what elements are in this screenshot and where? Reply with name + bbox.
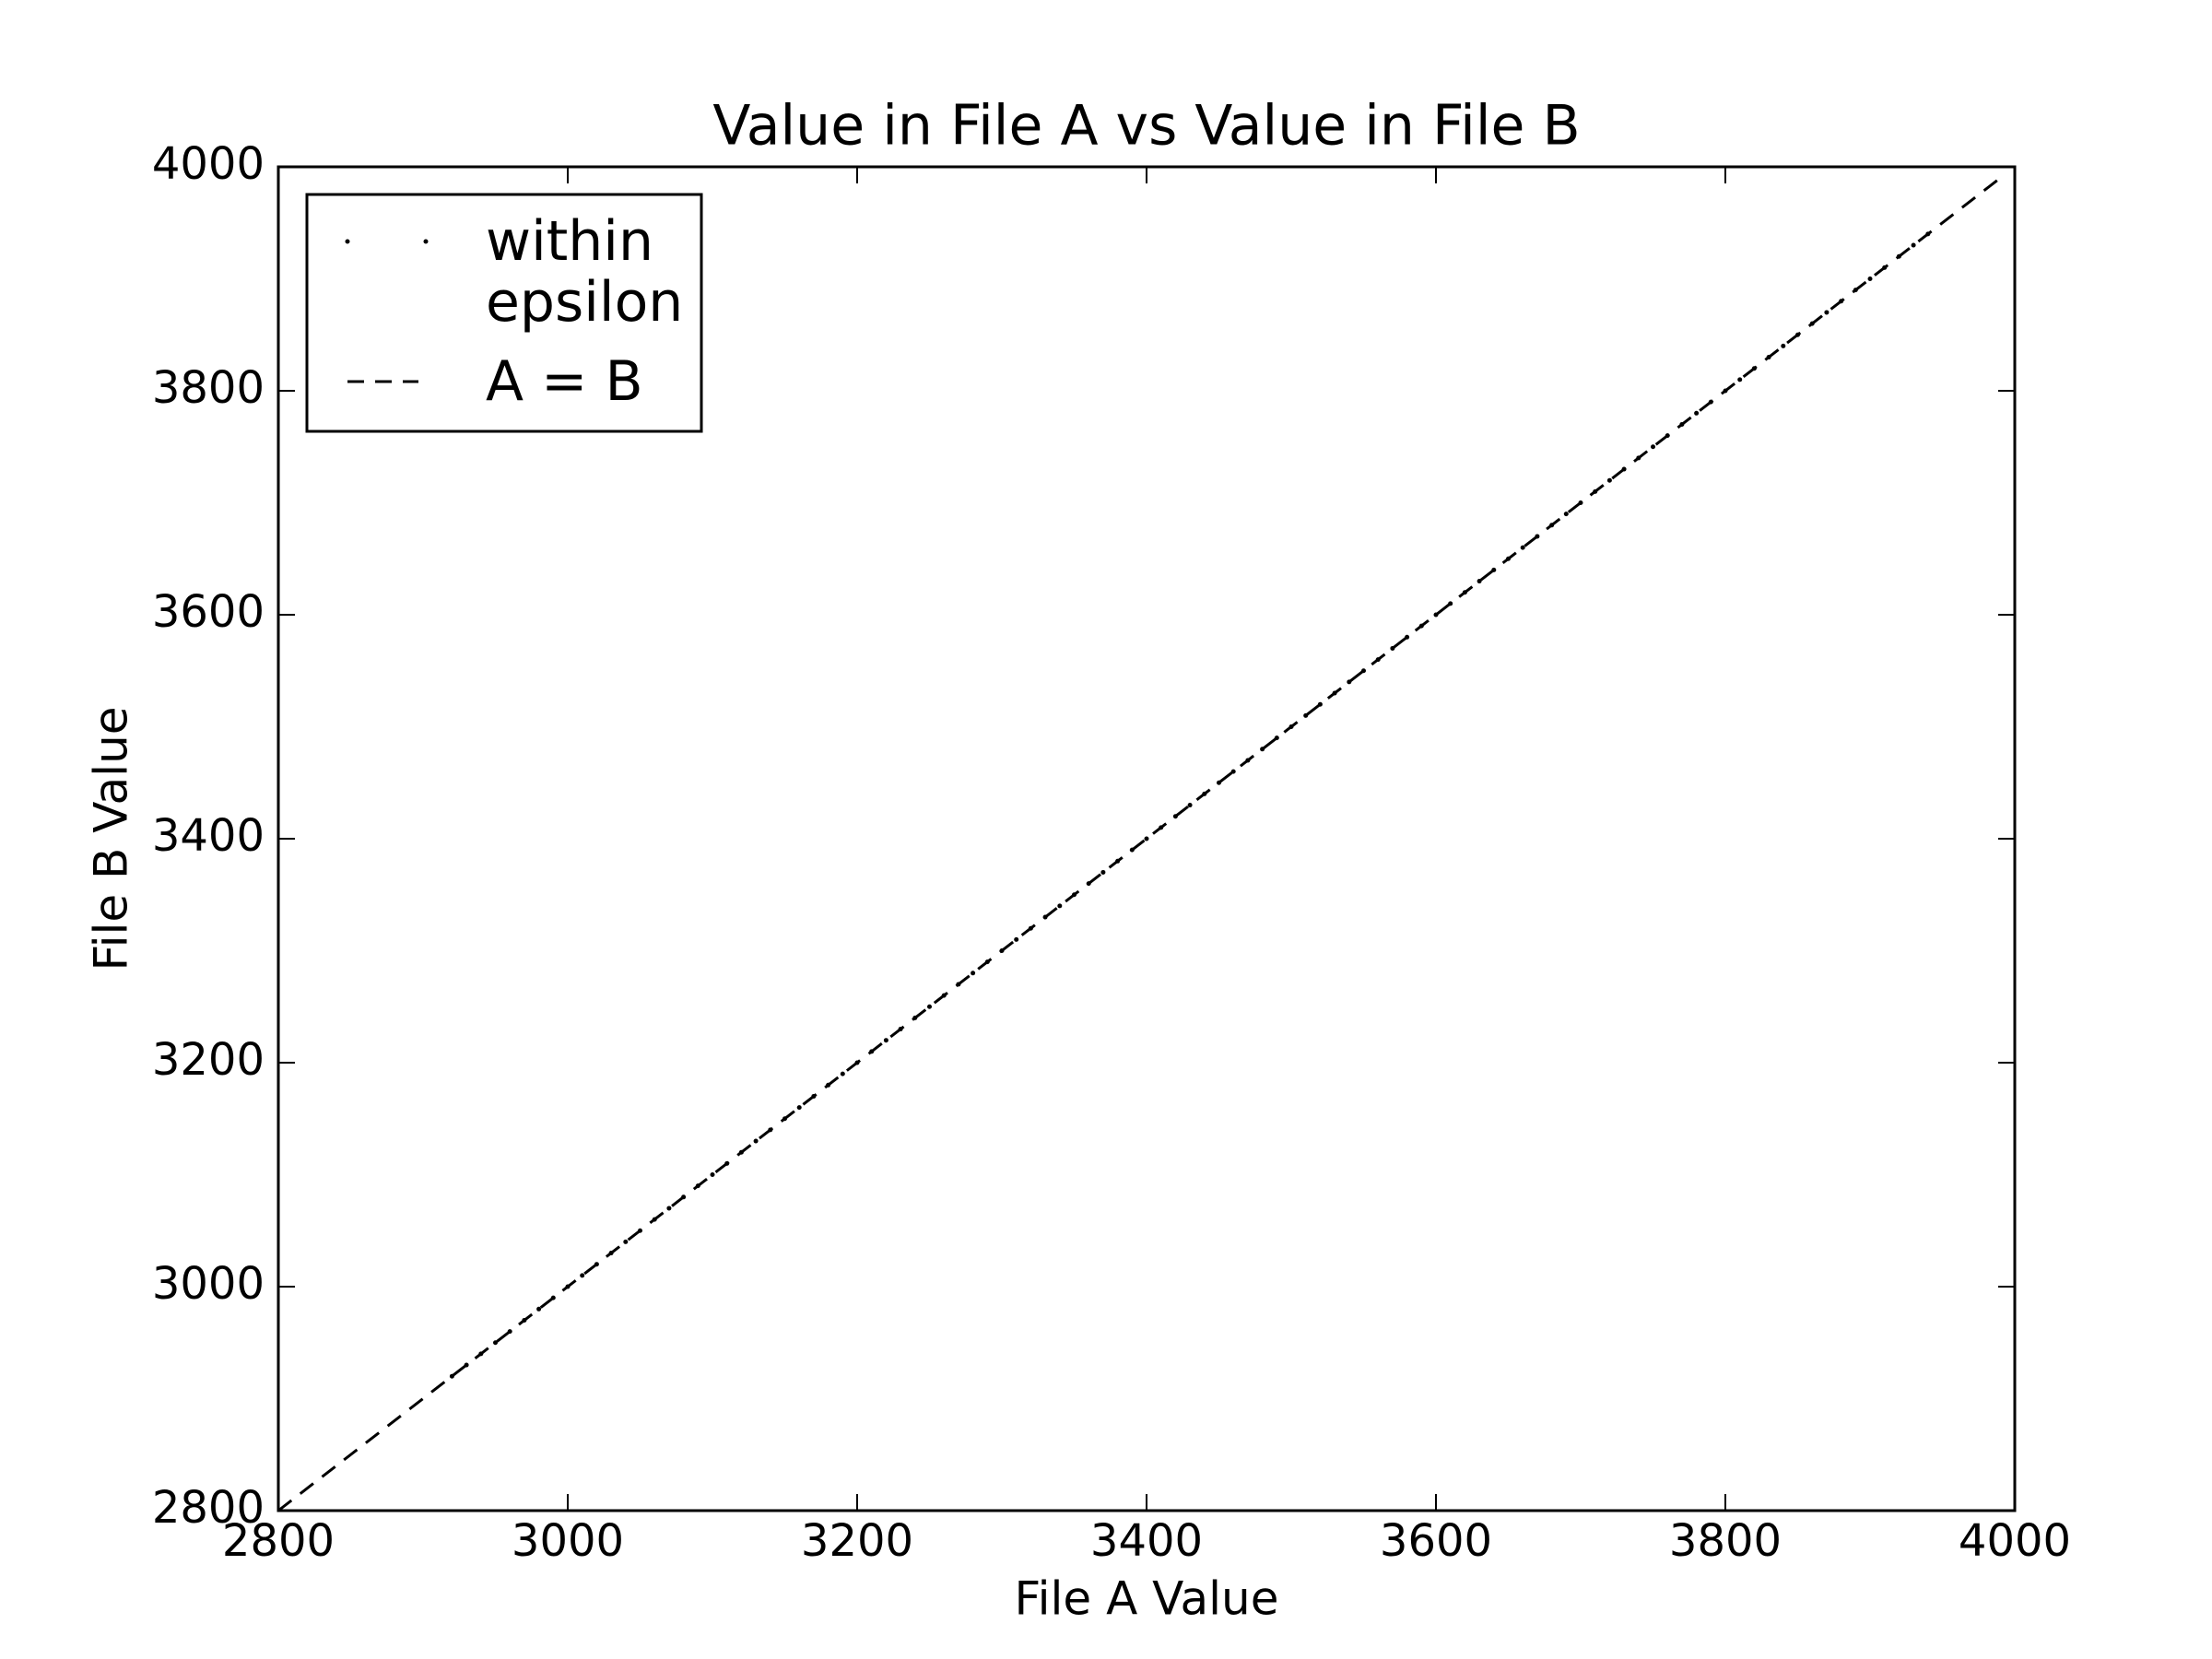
scatter-point [1144,836,1149,841]
plot-frame [276,165,2017,1512]
scatter-point [1230,769,1236,774]
scatter-point [1781,343,1786,348]
x-tick-label: 3800 [1669,1515,1782,1567]
y-tick-label: 3800 [152,362,265,414]
x-tick-label: 3400 [1090,1515,1203,1567]
scatter-point [1911,242,1916,248]
y-axis-label: File B Value [85,706,138,971]
scatter-point [1100,869,1106,875]
y-tick-label: 3600 [152,586,265,638]
x-tick-label: 3600 [1380,1515,1492,1567]
scatter-point [1737,377,1743,382]
x-tick-label: 3000 [512,1515,624,1567]
scatter-point [753,1138,759,1144]
legend-swatch [423,239,429,244]
scatter-point [1274,735,1279,741]
scatter-point [883,1038,888,1043]
y-tick-label: 2800 [152,1482,265,1534]
scatter-point [493,1340,498,1346]
scatter-point [1187,803,1193,808]
scatter-point [580,1273,585,1278]
legend-label: within epsilon [486,209,684,335]
legend-box [305,193,703,433]
x-tick-label: 4000 [1959,1515,2071,1567]
scatter-point [1824,310,1830,315]
x-axis-label: File A Value [1015,1572,1279,1626]
scatter-point [1057,903,1063,909]
scatter-point [1477,579,1482,584]
legend-swatch [345,239,350,244]
scatter-point [1606,477,1612,483]
scatter-point [536,1306,542,1312]
scatter-point [971,971,976,976]
scatter-point [927,1004,932,1009]
y-tick-label: 3400 [152,810,265,862]
scatter-point [840,1071,845,1077]
legend-label: A = B [486,349,643,414]
x-tick-label: 3200 [801,1515,913,1567]
chart-title: Value in File A vs Value in File B [712,94,1580,159]
scatter-point [1433,612,1439,618]
scatter-point [710,1172,715,1177]
scatter-point [1520,545,1525,550]
scatter-point [1867,276,1873,281]
scatter-point [623,1239,629,1244]
scatter-point [1563,512,1569,517]
x-tick-label: 2800 [222,1515,335,1567]
scatter-point [1014,936,1019,942]
y-tick-label: 3200 [152,1034,265,1086]
scatter-point [796,1105,802,1111]
scatter-point [1651,444,1655,450]
reference-line [277,176,2002,1512]
scatter-point [449,1373,454,1379]
scatter-point [666,1206,672,1211]
y-tick-label: 3000 [152,1258,265,1310]
scatter-point [1694,410,1700,416]
y-tick-label: 4000 [152,138,265,190]
